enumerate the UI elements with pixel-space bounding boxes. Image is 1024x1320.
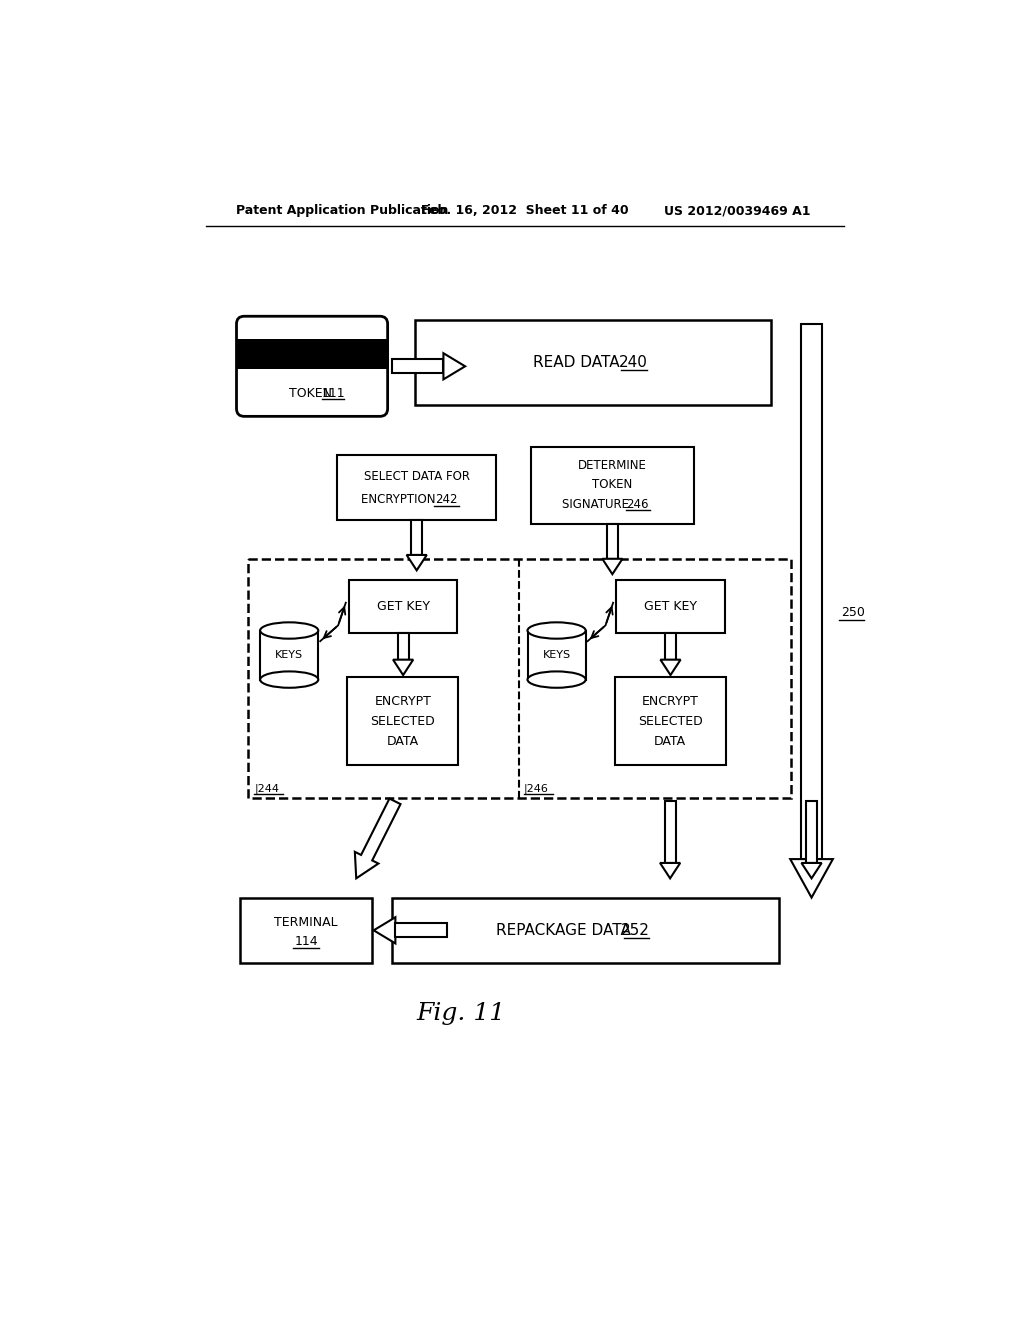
Polygon shape xyxy=(791,859,833,898)
Text: Fig. 11: Fig. 11 xyxy=(417,1002,506,1024)
Polygon shape xyxy=(374,917,395,944)
Text: Patent Application Publication: Patent Application Publication xyxy=(237,205,449,218)
Polygon shape xyxy=(443,354,465,379)
Bar xyxy=(260,631,318,680)
Bar xyxy=(337,455,496,520)
Bar xyxy=(801,323,822,859)
Ellipse shape xyxy=(527,622,586,639)
Bar xyxy=(527,631,586,680)
Text: DATA: DATA xyxy=(387,735,419,748)
Polygon shape xyxy=(393,660,414,675)
Text: 114: 114 xyxy=(295,935,318,948)
Bar xyxy=(347,677,458,766)
Text: ENCRYPT: ENCRYPT xyxy=(375,694,431,708)
Text: 250: 250 xyxy=(841,606,865,619)
Text: ENCRYPT: ENCRYPT xyxy=(642,694,698,708)
Text: TOKEN: TOKEN xyxy=(592,478,633,491)
Polygon shape xyxy=(660,660,681,675)
Text: SELECT DATA FOR: SELECT DATA FOR xyxy=(364,470,470,483)
Bar xyxy=(665,632,676,660)
FancyBboxPatch shape xyxy=(237,317,388,416)
Text: READ DATA: READ DATA xyxy=(534,355,625,370)
Polygon shape xyxy=(407,554,427,570)
Text: |246: |246 xyxy=(524,783,549,793)
Text: US 2012/0039469 A1: US 2012/0039469 A1 xyxy=(664,205,810,218)
Text: 246: 246 xyxy=(626,498,648,511)
Bar xyxy=(397,632,409,660)
Text: ENCRYPTION: ENCRYPTION xyxy=(360,492,438,506)
Ellipse shape xyxy=(260,622,318,639)
Text: TERMINAL: TERMINAL xyxy=(274,916,338,929)
Bar xyxy=(614,677,726,766)
Polygon shape xyxy=(355,799,400,878)
Bar xyxy=(616,581,725,632)
Ellipse shape xyxy=(260,672,318,688)
Text: 111: 111 xyxy=(322,387,345,400)
Text: KEYS: KEYS xyxy=(275,649,303,660)
Text: Feb. 16, 2012  Sheet 11 of 40: Feb. 16, 2012 Sheet 11 of 40 xyxy=(421,205,629,218)
Bar xyxy=(241,898,372,964)
Bar xyxy=(607,524,617,558)
Polygon shape xyxy=(602,558,623,574)
Text: SELECTED: SELECTED xyxy=(638,714,702,727)
Bar xyxy=(395,924,447,937)
Bar xyxy=(415,321,771,405)
Text: REPACKAGE DATA: REPACKAGE DATA xyxy=(496,923,636,937)
Bar xyxy=(248,558,791,797)
Ellipse shape xyxy=(527,672,586,688)
Bar xyxy=(237,339,388,368)
Text: |244: |244 xyxy=(254,783,280,793)
Text: 240: 240 xyxy=(618,355,648,370)
Text: DETERMINE: DETERMINE xyxy=(578,459,647,473)
Text: 252: 252 xyxy=(622,923,650,937)
Polygon shape xyxy=(660,863,680,878)
Text: 242: 242 xyxy=(435,492,458,506)
Bar xyxy=(349,581,458,632)
Text: KEYS: KEYS xyxy=(543,649,570,660)
Text: SIGNATURE: SIGNATURE xyxy=(561,498,632,511)
Bar xyxy=(391,898,779,964)
Bar xyxy=(531,447,693,524)
Bar xyxy=(665,801,676,863)
Bar xyxy=(391,359,443,374)
Text: GET KEY: GET KEY xyxy=(644,601,697,612)
Text: TOKEN: TOKEN xyxy=(289,387,336,400)
Text: SELECTED: SELECTED xyxy=(371,714,435,727)
Text: DATA: DATA xyxy=(654,735,686,748)
Text: GET KEY: GET KEY xyxy=(377,601,430,612)
Bar xyxy=(412,520,422,554)
Polygon shape xyxy=(802,863,821,878)
Bar xyxy=(806,801,817,863)
